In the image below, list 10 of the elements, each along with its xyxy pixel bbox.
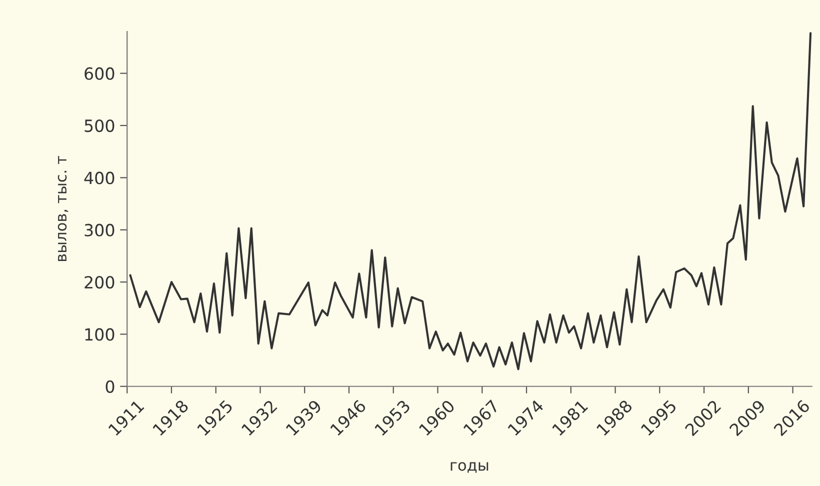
y-tick-label: 100 [85, 328, 114, 341]
y-tick-label: 500 [84, 119, 114, 132]
y-tick-label: 0 [106, 380, 114, 393]
y-tick-label: 400 [84, 172, 114, 184]
y-tick-label: 200 [84, 276, 114, 289]
y-tick-label: 300 [84, 224, 114, 236]
x-axis-title: годы [450, 462, 488, 473]
y-axis-title: вылов, тыс. т [58, 156, 68, 262]
y-tick-label: 600 [84, 67, 114, 80]
line-series [129, 32, 812, 370]
